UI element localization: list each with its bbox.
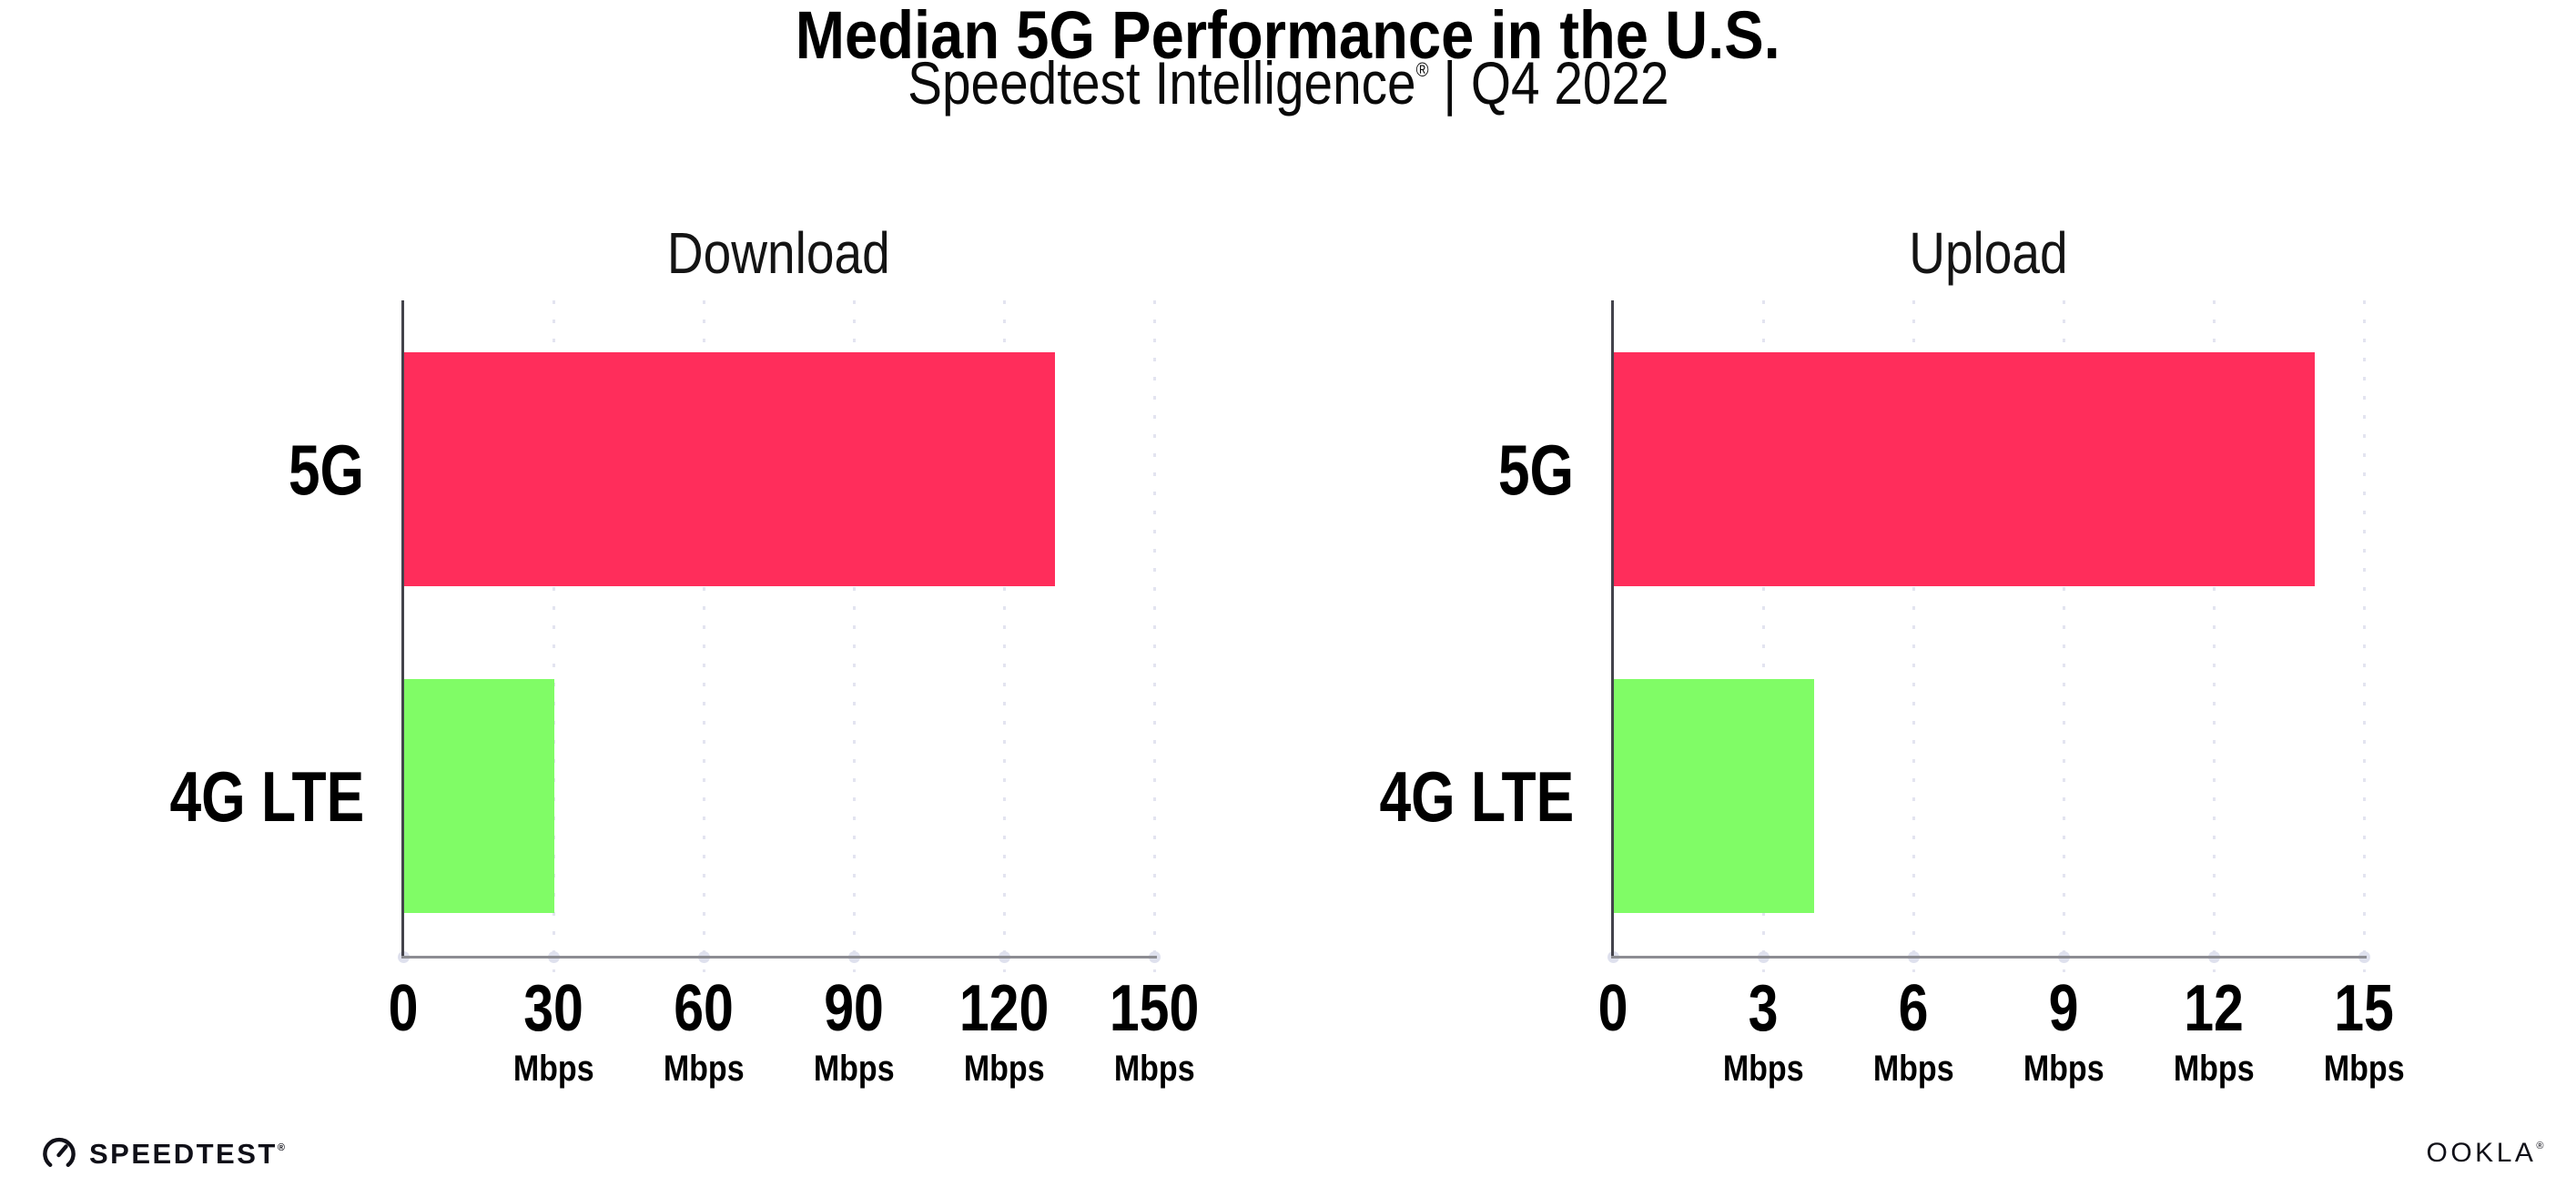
tick-label-download-60: 60	[674, 972, 734, 1045]
speedtest-registered-mark: ®	[277, 1141, 288, 1153]
tick-label-download-120: 120	[958, 972, 1050, 1045]
tick-label-upload-15: 15	[2334, 972, 2394, 1045]
tick-unit-download-150: Mbps	[1113, 1049, 1195, 1089]
y-axis-upload	[1611, 300, 1614, 959]
tick-label-upload-0: 0	[1597, 972, 1628, 1045]
gridline-upload-9	[2062, 300, 2065, 972]
speedtest-wordmark: SPEEDTEST®	[89, 1137, 288, 1170]
upload-chart-plot: 0 3 Mbps 6 Mbps 9 Mbps 12 Mbps 15 Mbps 5G 4G LTE	[1379, 300, 2404, 1087]
registered-mark: ®	[1415, 58, 1429, 81]
gridline-upload-12	[2212, 300, 2216, 972]
tick-unit-upload-3: Mbps	[1722, 1049, 1804, 1089]
gridline-download-30	[552, 300, 555, 972]
page-title: Median 5G Performance in the U.S.	[796, 0, 1780, 73]
tick-label-download-30: 30	[523, 972, 583, 1045]
upload-chart-title: Upload	[1909, 220, 2068, 286]
tick-unit-upload-12: Mbps	[2173, 1049, 2255, 1089]
download-chart-plot: 0 30 Mbps 60 Mbps 90 Mbps 120 Mbps 150 Mbps 5G 4G LT…	[169, 300, 1199, 1087]
subtitle-period: | Q4 2022	[1428, 49, 1669, 117]
tick-label-upload-6: 6	[1898, 972, 1929, 1045]
tick-unit-upload-15: Mbps	[2323, 1049, 2405, 1089]
tick-label-upload-3: 3	[1748, 972, 1779, 1045]
tick-label-upload-9: 9	[2048, 972, 2079, 1045]
tick-label-download-0: 0	[388, 972, 419, 1045]
tick-unit-download-90: Mbps	[813, 1049, 895, 1089]
tick-unit-download-60: Mbps	[663, 1049, 745, 1089]
tick-label-upload-12: 12	[2184, 972, 2244, 1045]
upload-bar-4g-lte	[1614, 679, 1814, 913]
tick-label-download-150: 150	[1109, 972, 1200, 1045]
tick-unit-upload-9: Mbps	[2023, 1049, 2104, 1089]
download-category-label-5g: 5G	[288, 429, 364, 510]
gridline-upload-3	[1761, 300, 1765, 972]
upload-category-label-5g: 5G	[1497, 429, 1574, 510]
download-category-label-4g-lte: 4G LTE	[169, 756, 364, 837]
y-axis-download	[401, 300, 404, 959]
upload-bar-5g	[1614, 352, 2315, 586]
x-axis-upload	[1611, 956, 2367, 959]
ookla-logo: OOKLA®	[2427, 1140, 2547, 1167]
tick-label-download-90: 90	[824, 972, 884, 1045]
upload-category-label-4g-lte: 4G LTE	[1379, 756, 1574, 837]
gridline-download-60	[702, 300, 705, 972]
download-bar-4g-lte	[404, 679, 554, 913]
tick-unit-upload-6: Mbps	[1872, 1049, 1954, 1089]
gridline-download-120	[1002, 300, 1006, 972]
page-subtitle: Speedtest Intelligence® | Q4 2022	[0, 53, 2576, 113]
download-bar-5g	[404, 352, 1055, 586]
gridline-upload-6	[1912, 300, 1915, 972]
gridline-download-90	[852, 300, 856, 972]
ookla-registered-mark: ®	[2536, 1141, 2547, 1151]
x-axis-download	[401, 956, 1157, 959]
ookla-wordmark: OOKLA	[2426, 1138, 2537, 1168]
gridline-download-150	[1152, 300, 1156, 972]
speedtest-gauge-icon	[43, 1137, 76, 1167]
tick-unit-download-30: Mbps	[512, 1049, 594, 1089]
tick-unit-download-120: Mbps	[963, 1049, 1045, 1089]
subtitle-brand: Speedtest Intelligence	[907, 49, 1416, 117]
speedtest-logo: SPEEDTEST®	[40, 1132, 287, 1174]
download-chart-title: Download	[667, 220, 890, 286]
gridline-upload-15	[2362, 300, 2366, 972]
